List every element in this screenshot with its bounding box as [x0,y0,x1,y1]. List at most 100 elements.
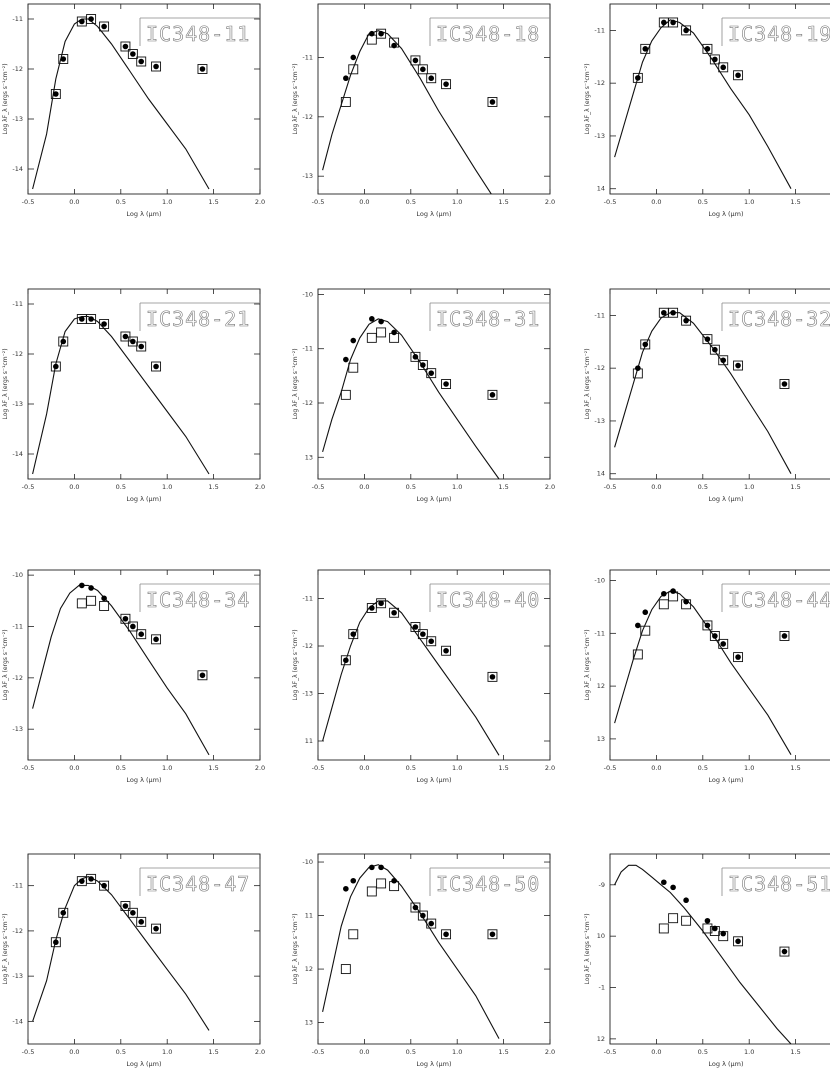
dereddened-point [417,64,428,75]
dereddened-point [50,361,61,372]
observed-point [199,672,206,679]
dereddened-point [426,918,437,929]
observed-point [343,885,349,892]
observed-point [130,623,136,630]
dereddened-point [376,28,387,39]
observed-point [350,877,357,884]
y-tick-label: -10 [302,290,313,298]
dereddened-point [681,25,692,36]
panel-title-box: IC348-18 [429,17,550,46]
observed-point [683,598,689,605]
plot-frame [27,853,261,1045]
dereddened-point [668,17,679,28]
dereddened-point [50,89,61,99]
observed-point [199,66,206,72]
y-tick-label: -13 [12,400,23,408]
panel-title-box: IC348-11 [139,17,260,46]
panel-title-box: IC348-50 [429,867,550,896]
y-tick-label: -11 [594,311,605,319]
x-axis-label: Log λ (μm) [416,495,451,503]
y-tick-label: -10 [594,577,605,585]
dereddened-point [779,379,790,389]
y-axis-label: Log λF_λ (ergs s⁻¹cm⁻²) [292,348,299,419]
x-tick-label: -0.5 [22,1048,35,1056]
observed-point [101,595,107,602]
x-tick-label: 0.0 [359,198,369,206]
y-axis-label: Log λF_λ (ergs s⁻¹cm⁻²) [2,913,9,984]
observed-point [153,636,159,643]
observed-point [720,64,727,71]
observed-point [443,647,449,654]
x-tick-label: 0.0 [359,1048,369,1056]
observed-point [420,912,426,919]
plot-frame [609,853,830,1045]
x-tick-label: 1.0 [452,483,462,491]
observed-point [735,362,741,369]
observed-point [642,46,649,52]
panel-title: IC348-21 [146,307,250,331]
dereddened-point [640,43,651,54]
plot-frame [609,3,830,195]
observed-point [781,633,788,639]
observed-point [122,43,129,50]
y-tick-label: 12 [305,965,313,973]
observed-point [428,370,435,376]
x-axis-label: Log λ (μm) [416,776,451,784]
observed-point [712,346,718,353]
observed-point [60,56,67,62]
y-tick-label: -11 [12,15,23,23]
panel-title: IC348-31 [436,307,540,331]
observed-point [53,363,59,370]
dereddened-point [702,620,713,631]
observed-point [489,392,496,398]
x-axis-label: Log λ (μm) [708,776,743,784]
observed-point [720,930,727,937]
sed-panel: -0.5 0.0 0.5 1.0 1.5 2.0 13 12 11 -10 Log λ (μm) Lo… [292,853,555,1068]
observed-point [122,333,129,340]
dereddened-point [733,70,744,81]
x-axis-label: Log λ (μm) [708,495,743,503]
dereddened-point [86,314,97,324]
y-tick-label: -11 [594,26,605,34]
observed-point [412,354,419,360]
observed-point [489,931,496,938]
y-tick-label: -12 [12,350,23,358]
observed-point [412,624,419,630]
x-axis-label: Log λ (μm) [126,1060,161,1068]
dereddened-point [127,336,138,347]
y-axis-label: Log λF_λ (ergs s⁻¹cm⁻²) [584,348,591,419]
observed-point [670,309,676,316]
dereddened-point [120,613,131,624]
x-tick-label: 0.5 [406,198,416,206]
dereddened-point [136,916,147,927]
y-tick-label: -12 [302,399,313,407]
x-tick-label: 0.0 [69,764,79,772]
observed-point [443,81,449,87]
dereddened-point [668,307,679,318]
y-tick-label: -13 [302,690,313,698]
dereddened-point [441,79,452,90]
y-axis-label: Log λF_λ (ergs s⁻¹cm⁻²) [2,348,9,419]
dereddened-point [127,49,138,59]
y-tick-label: -10 [12,571,23,579]
x-tick-label: 1.0 [744,764,754,772]
panel-title-box: IC348-32 [721,302,830,331]
dereddened-point [376,327,387,338]
x-tick-label: 2.0 [545,764,555,772]
y-tick-label: 12 [597,1035,605,1043]
y-tick-label: -13 [594,132,605,140]
y-tick-label: 11 [305,912,313,920]
x-tick-label: 1.5 [498,198,508,206]
panel-title-box: IC348-19 [721,17,830,46]
x-tick-label: 1.5 [208,483,218,491]
y-tick-label: -11 [302,595,313,603]
y-tick-label: -13 [302,172,313,180]
observed-point [670,588,676,594]
y-tick-label: -10 [302,858,313,866]
observed-point [53,939,59,946]
observed-point [350,631,357,637]
dereddened-point [197,670,208,681]
x-axis-label: Log λ (μm) [416,210,451,218]
panel-title-box: IC348-40 [429,583,550,612]
